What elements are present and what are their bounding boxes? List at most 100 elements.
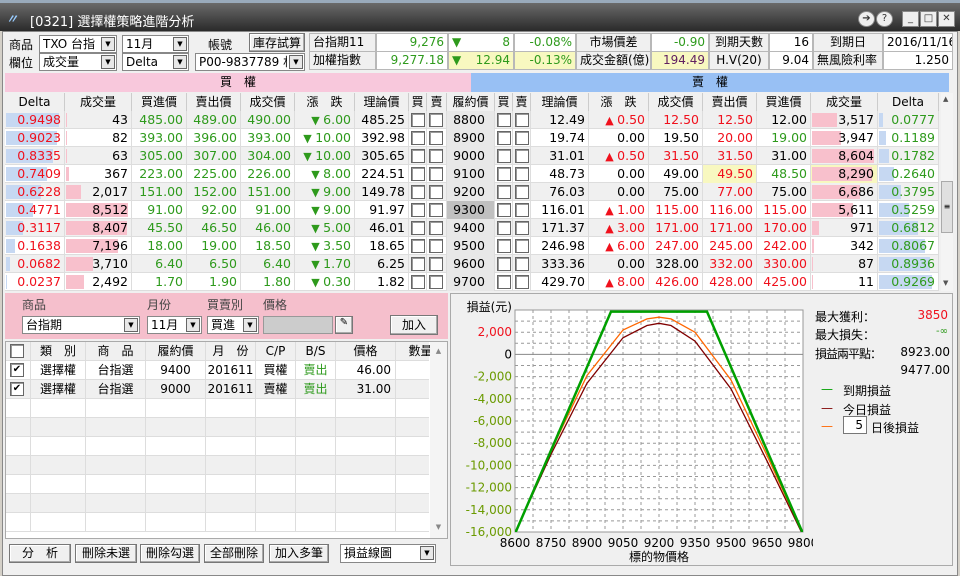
- checkbox[interactable]: [411, 239, 425, 253]
- call-buy-checkbox[interactable]: [409, 129, 427, 147]
- call-sell-checkbox[interactable]: [427, 273, 447, 291]
- form-month-select[interactable]: 11月 ▼: [147, 316, 202, 334]
- add-button[interactable]: 加入: [390, 315, 438, 335]
- put-buy-checkbox[interactable]: [495, 183, 513, 201]
- put-buy-checkbox[interactable]: [495, 237, 513, 255]
- scroll-down-icon[interactable]: ▼: [435, 523, 442, 531]
- checkbox[interactable]: [411, 167, 425, 181]
- checkbox[interactable]: [515, 257, 529, 271]
- checkbox[interactable]: [497, 131, 511, 145]
- call-buy-checkbox[interactable]: [409, 201, 427, 219]
- call-sell-checkbox[interactable]: [427, 165, 447, 183]
- put-sell-checkbox[interactable]: [513, 129, 531, 147]
- call-buy-checkbox[interactable]: [409, 147, 427, 165]
- put-buy-checkbox[interactable]: [495, 147, 513, 165]
- form-product-select[interactable]: 台指期 ▼: [22, 316, 140, 334]
- call-buy-checkbox[interactable]: [409, 111, 427, 129]
- add-multiple-button[interactable]: 加入多筆: [269, 544, 329, 563]
- call-sell-checkbox[interactable]: [427, 111, 447, 129]
- checkbox[interactable]: [429, 149, 443, 163]
- call-sell-checkbox[interactable]: [427, 201, 447, 219]
- form-side-select[interactable]: 買進 ▼: [207, 316, 259, 334]
- checkbox[interactable]: [411, 275, 425, 289]
- call-sell-checkbox[interactable]: [427, 255, 447, 273]
- put-buy-checkbox[interactable]: [495, 201, 513, 219]
- checkbox[interactable]: [429, 275, 443, 289]
- close-button[interactable]: ✕: [938, 11, 955, 27]
- delete-all-button[interactable]: 全部刪除: [204, 544, 264, 563]
- checkbox[interactable]: [497, 203, 511, 217]
- delete-checked-button[interactable]: 刪除勾選: [140, 544, 200, 563]
- call-sell-checkbox[interactable]: [427, 237, 447, 255]
- minimize-button[interactable]: _: [902, 11, 919, 27]
- scroll-up-icon[interactable]: ▲: [435, 347, 442, 355]
- account-select[interactable]: P00-9837789 林 ▼: [195, 53, 305, 71]
- put-sell-checkbox[interactable]: [513, 219, 531, 237]
- call-sell-checkbox[interactable]: [427, 219, 447, 237]
- scroll-down-icon[interactable]: ▼: [943, 279, 949, 287]
- checkbox[interactable]: [411, 131, 425, 145]
- chain-scrollbar[interactable]: ▲ ≡ ▼: [941, 93, 953, 291]
- checkbox[interactable]: [515, 275, 529, 289]
- checkbox[interactable]: [515, 113, 529, 127]
- put-buy-checkbox[interactable]: [495, 255, 513, 273]
- put-buy-checkbox[interactable]: [495, 129, 513, 147]
- checkbox[interactable]: [515, 167, 529, 181]
- positions-scrollbar[interactable]: ▲ ▼: [430, 342, 447, 538]
- checkbox[interactable]: [429, 131, 443, 145]
- delete-unselected-button[interactable]: 刪除未選: [75, 544, 137, 563]
- put-sell-checkbox[interactable]: [513, 147, 531, 165]
- maximize-button[interactable]: □: [920, 11, 937, 27]
- put-buy-checkbox[interactable]: [495, 273, 513, 291]
- checkbox[interactable]: [515, 185, 529, 199]
- checkbox[interactable]: [411, 149, 425, 163]
- checkbox[interactable]: [497, 149, 511, 163]
- checkbox[interactable]: [411, 113, 425, 127]
- row-checkbox[interactable]: ✔: [10, 382, 24, 396]
- checkbox[interactable]: [429, 239, 443, 253]
- call-sell-checkbox[interactable]: [427, 183, 447, 201]
- call-sell-checkbox[interactable]: [427, 129, 447, 147]
- put-buy-checkbox[interactable]: [495, 219, 513, 237]
- export-icon[interactable]: ➔: [858, 11, 875, 27]
- checkbox[interactable]: [411, 257, 425, 271]
- analyze-button[interactable]: 分 析: [9, 544, 71, 563]
- call-buy-checkbox[interactable]: [409, 255, 427, 273]
- call-buy-checkbox[interactable]: [409, 273, 427, 291]
- put-sell-checkbox[interactable]: [513, 273, 531, 291]
- call-buy-checkbox[interactable]: [409, 237, 427, 255]
- call-buy-checkbox[interactable]: [409, 219, 427, 237]
- checkbox[interactable]: [429, 203, 443, 217]
- checkbox[interactable]: [411, 185, 425, 199]
- checkbox[interactable]: [515, 221, 529, 235]
- checkbox[interactable]: [515, 203, 529, 217]
- put-sell-checkbox[interactable]: [513, 165, 531, 183]
- days-later-input[interactable]: 5: [843, 416, 867, 434]
- field-select[interactable]: 成交量 ▼: [39, 53, 117, 71]
- checkbox[interactable]: [411, 203, 425, 217]
- chart-type-select[interactable]: 損益線圖 ▼: [340, 544, 436, 563]
- checkbox[interactable]: [515, 131, 529, 145]
- checkbox[interactable]: [497, 257, 511, 271]
- checkbox[interactable]: [497, 221, 511, 235]
- checkbox[interactable]: [429, 257, 443, 271]
- field2-select[interactable]: Delta ▼: [122, 53, 189, 71]
- row-checkbox[interactable]: ✔: [10, 363, 24, 377]
- checkbox[interactable]: [497, 275, 511, 289]
- help-icon[interactable]: ?: [876, 11, 893, 27]
- put-sell-checkbox[interactable]: [513, 255, 531, 273]
- put-sell-checkbox[interactable]: [513, 183, 531, 201]
- inventory-calc-button[interactable]: 庫存試算: [249, 33, 305, 52]
- checkbox[interactable]: [497, 167, 511, 181]
- put-buy-checkbox[interactable]: [495, 165, 513, 183]
- month-select[interactable]: 11月 ▼: [122, 35, 189, 53]
- checkbox[interactable]: [429, 221, 443, 235]
- checkbox[interactable]: [497, 239, 511, 253]
- checkbox[interactable]: [411, 221, 425, 235]
- scroll-thumb[interactable]: ≡: [941, 181, 953, 233]
- checkbox[interactable]: [515, 239, 529, 253]
- put-sell-checkbox[interactable]: [513, 237, 531, 255]
- price-picker-icon[interactable]: ✎: [335, 316, 353, 334]
- checkbox[interactable]: [429, 185, 443, 199]
- product-select[interactable]: TXO 台指 ▼: [39, 35, 117, 53]
